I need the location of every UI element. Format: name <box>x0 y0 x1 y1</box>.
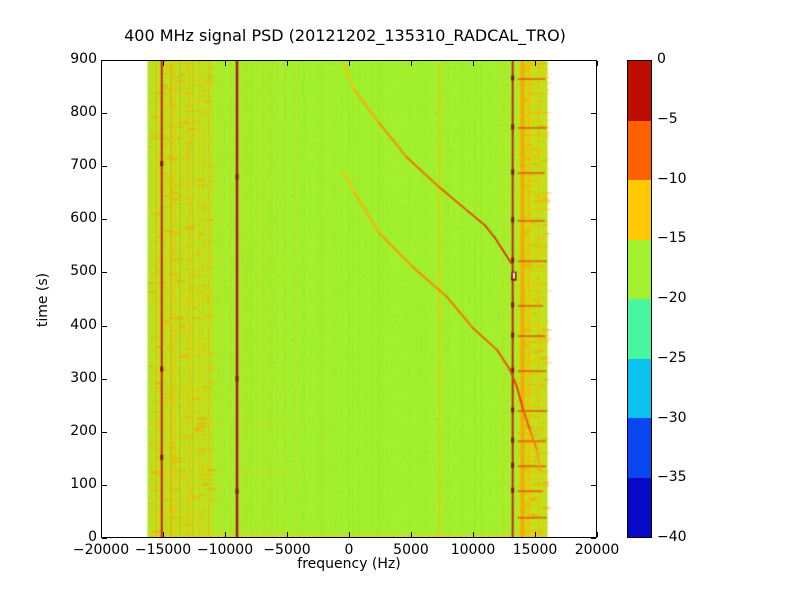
x-tick-label: −5000 <box>263 542 311 558</box>
x-axis-label: frequency (Hz) <box>297 556 401 572</box>
y-tick-label: 500 <box>70 263 97 280</box>
x-tick-mark-top <box>473 61 474 66</box>
x-tick-mark <box>101 532 102 537</box>
x-tick-label: 5000 <box>393 542 429 558</box>
y-tick-mark-right <box>591 166 596 167</box>
x-tick-mark-top <box>535 61 536 66</box>
y-tick-mark-right <box>591 485 596 486</box>
y-tick-label: 600 <box>70 210 97 227</box>
x-tick-label: 15000 <box>512 542 558 558</box>
y-tick-mark <box>102 113 107 114</box>
y-tick-mark <box>102 166 107 167</box>
y-tick-mark-right <box>591 379 596 380</box>
x-tick-label: 10000 <box>450 542 496 558</box>
colorbar-segment <box>628 61 651 121</box>
x-tick-mark <box>225 532 226 537</box>
axes-frame <box>101 60 597 538</box>
plot-title: 400 MHz signal PSD (20121202_135310_RADC… <box>124 26 566 45</box>
y-tick-mark-right <box>591 432 596 433</box>
x-tick-mark-top <box>101 61 102 66</box>
x-tick-mark <box>535 532 536 537</box>
y-tick-mark <box>102 485 107 486</box>
colorbar-tick-label: −15 <box>657 230 687 247</box>
x-tick-label: 0 <box>344 542 354 558</box>
x-tick-mark <box>349 532 350 537</box>
y-tick-mark-right <box>591 326 596 327</box>
colorbar-tick-label: −40 <box>657 529 687 546</box>
y-tick-mark <box>102 219 107 220</box>
colorbar-tick-label: −30 <box>657 409 687 426</box>
colorbar-segment <box>628 358 651 418</box>
colorbar-tick-label: 0 <box>657 51 666 68</box>
y-axis-label: time (s) <box>35 272 51 328</box>
y-tick-label: 100 <box>70 476 97 493</box>
y-tick-label: 800 <box>70 104 97 121</box>
x-tick-mark-top <box>411 61 412 66</box>
x-tick-label: −10000 <box>196 542 254 558</box>
y-tick-mark-right <box>591 272 596 273</box>
colorbar-tick-label: −25 <box>657 349 687 366</box>
x-tick-mark <box>163 532 164 537</box>
colorbar-segment <box>628 418 651 478</box>
y-tick-label: 400 <box>70 317 97 334</box>
x-tick-mark-top <box>287 61 288 66</box>
y-tick-label: 700 <box>70 157 97 174</box>
x-tick-label: 20000 <box>574 542 620 558</box>
x-tick-mark-top <box>163 61 164 66</box>
y-tick-mark <box>102 272 107 273</box>
y-tick-label: 0 <box>88 529 97 546</box>
x-tick-label: −20000 <box>72 542 130 558</box>
colorbar-tick-label: −10 <box>657 170 687 187</box>
x-tick-mark-top <box>597 61 598 66</box>
y-tick-mark-right <box>591 538 596 539</box>
y-tick-mark <box>102 60 107 61</box>
y-tick-mark <box>102 432 107 433</box>
y-tick-mark <box>102 379 107 380</box>
x-tick-mark <box>287 532 288 537</box>
colorbar-tick-label: −20 <box>657 290 687 307</box>
y-tick-label: 900 <box>70 51 97 68</box>
y-tick-label: 200 <box>70 423 97 440</box>
colorbar-segment <box>628 239 651 299</box>
x-tick-mark-top <box>349 61 350 66</box>
colorbar-tick-label: −35 <box>657 469 687 486</box>
x-tick-mark <box>597 532 598 537</box>
colorbar-tick-label: −5 <box>657 110 678 127</box>
y-tick-mark-right <box>591 219 596 220</box>
x-tick-label: −15000 <box>134 542 192 558</box>
colorbar-segment <box>628 299 651 359</box>
y-tick-mark-right <box>591 113 596 114</box>
y-tick-mark <box>102 538 107 539</box>
colorbar-segment <box>628 120 651 180</box>
y-tick-mark <box>102 326 107 327</box>
colorbar-segment <box>628 477 651 537</box>
y-tick-mark-right <box>591 60 596 61</box>
x-tick-mark <box>411 532 412 537</box>
colorbar-segment <box>628 180 651 240</box>
y-tick-label: 300 <box>70 370 97 387</box>
x-tick-mark-top <box>225 61 226 66</box>
colorbar <box>627 60 652 538</box>
spectrogram-heatmap <box>101 60 597 538</box>
x-tick-mark <box>473 532 474 537</box>
